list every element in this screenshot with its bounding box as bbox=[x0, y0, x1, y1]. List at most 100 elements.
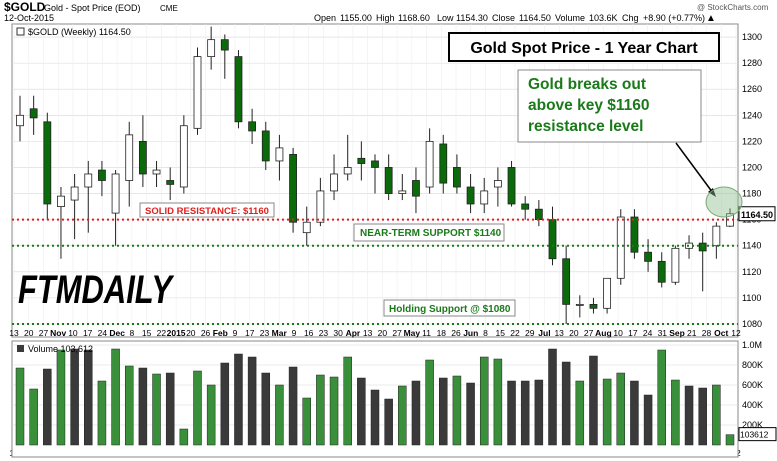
volume-bars bbox=[15, 348, 735, 446]
x-tick-label: Dec bbox=[109, 328, 125, 338]
volume-bar bbox=[575, 380, 585, 446]
candle-body-down bbox=[534, 208, 543, 221]
x-tick-label: Jun bbox=[463, 328, 478, 338]
volume-bar bbox=[493, 358, 503, 446]
candle bbox=[57, 187, 65, 259]
open-value: 1155.00 bbox=[340, 13, 372, 23]
candle bbox=[166, 167, 175, 201]
candle-body-down bbox=[234, 56, 243, 123]
volume-bar bbox=[561, 361, 571, 446]
volume-legend-text: Volume 103,612 bbox=[28, 344, 93, 354]
candle bbox=[98, 160, 106, 197]
candle bbox=[220, 34, 229, 79]
candle-body-down bbox=[657, 260, 666, 283]
candle bbox=[671, 245, 680, 285]
x-tick-label: 23 bbox=[260, 328, 270, 338]
volume-tick-label: 600K bbox=[742, 380, 763, 390]
volume-tick-label: 800K bbox=[742, 360, 763, 370]
candle-body-down bbox=[98, 169, 106, 181]
candle-body-up bbox=[111, 173, 120, 214]
x-tick-label: 28 bbox=[702, 328, 712, 338]
high-label: High bbox=[376, 13, 395, 23]
volume-bar bbox=[425, 359, 434, 446]
candle-body-down bbox=[453, 167, 461, 188]
candle bbox=[207, 26, 216, 70]
candle bbox=[29, 95, 38, 135]
x-tick-label: Aug bbox=[595, 328, 612, 338]
x-tick-label: 22 bbox=[157, 328, 167, 338]
copyright-label: @ StockCharts.com bbox=[697, 3, 769, 12]
volume-bar bbox=[29, 388, 38, 446]
volume-bar bbox=[275, 384, 284, 446]
candle bbox=[398, 173, 407, 201]
x-tick-label: 29 bbox=[525, 328, 535, 338]
price-legend-text: $GOLD (Weekly) 1164.50 bbox=[28, 27, 131, 37]
near-term-support-box bbox=[353, 223, 505, 242]
last-volume-tag bbox=[738, 427, 777, 442]
price-tick-label: 1180 bbox=[742, 189, 761, 199]
candle bbox=[261, 121, 270, 171]
chart-title-box bbox=[448, 32, 720, 62]
near-term-support-label: NEAR-TERM SUPPORT $1140 bbox=[360, 228, 502, 239]
candle-body-down bbox=[220, 39, 229, 51]
x-tick-label: 18 bbox=[437, 328, 447, 338]
candle bbox=[330, 154, 338, 201]
candle bbox=[275, 134, 284, 181]
x-tick-label: 13 bbox=[363, 328, 373, 338]
x-tick-label: 20 bbox=[569, 328, 579, 338]
candle bbox=[179, 115, 188, 194]
volume-legend: Volume 103,612 bbox=[17, 344, 93, 354]
price-tick-label: 1220 bbox=[742, 136, 762, 146]
x-tick-label: 26 bbox=[451, 328, 461, 338]
volume-bar bbox=[534, 379, 544, 446]
x-tick-label: Sep bbox=[669, 328, 685, 338]
volume-bar bbox=[357, 377, 366, 446]
candle-body-down bbox=[630, 216, 639, 253]
volume-bar bbox=[165, 372, 175, 446]
candle-body-down bbox=[589, 303, 598, 309]
candle bbox=[289, 147, 297, 233]
volume-bar bbox=[247, 356, 257, 446]
volume-bar bbox=[712, 384, 721, 446]
volume-bar bbox=[302, 397, 311, 446]
callout-line-1: Gold breaks out bbox=[528, 76, 646, 93]
candle-body-down bbox=[138, 140, 147, 175]
high-value: 1168.60 bbox=[398, 13, 430, 23]
x-tick-label: 12 bbox=[731, 328, 741, 338]
candle bbox=[425, 128, 434, 194]
last-price-text: 1164.50 bbox=[741, 210, 773, 220]
candle-body-down bbox=[644, 251, 652, 262]
volume-bar bbox=[466, 382, 475, 446]
candle-body-up bbox=[671, 247, 680, 283]
volume-bar bbox=[698, 387, 707, 446]
header-bar bbox=[0, 0, 777, 24]
candle-body-down bbox=[384, 167, 393, 194]
candle-body-up bbox=[84, 173, 93, 188]
chg-value: +8.90 (+0.77%) bbox=[643, 13, 705, 23]
volume-bar bbox=[220, 362, 230, 446]
x-tick-label: 13 bbox=[9, 328, 19, 338]
candle bbox=[316, 177, 325, 227]
candle-body-up bbox=[603, 277, 612, 309]
volume-bar bbox=[439, 377, 448, 446]
price-tick-label: 1140 bbox=[742, 241, 761, 251]
price-tick-label: 1200 bbox=[742, 162, 762, 172]
x-tick-label: Apr bbox=[346, 328, 361, 338]
candle-body-up bbox=[343, 167, 352, 175]
candle-body-up bbox=[425, 140, 434, 188]
candle-body-up bbox=[125, 134, 134, 181]
x-tick-label: 27 bbox=[39, 328, 49, 338]
volume-bar bbox=[70, 348, 79, 446]
candle-body-up bbox=[179, 125, 188, 188]
candle bbox=[589, 297, 598, 314]
candle bbox=[193, 47, 202, 135]
x-tick-label: 27 bbox=[584, 328, 594, 338]
volume-bar bbox=[15, 367, 25, 446]
candle bbox=[466, 173, 475, 214]
candle bbox=[562, 245, 571, 324]
candle-body-down bbox=[698, 242, 707, 252]
x-tick-label: 30 bbox=[333, 328, 343, 338]
candle bbox=[16, 95, 24, 142]
last-volume-text: 103612 bbox=[740, 430, 769, 440]
